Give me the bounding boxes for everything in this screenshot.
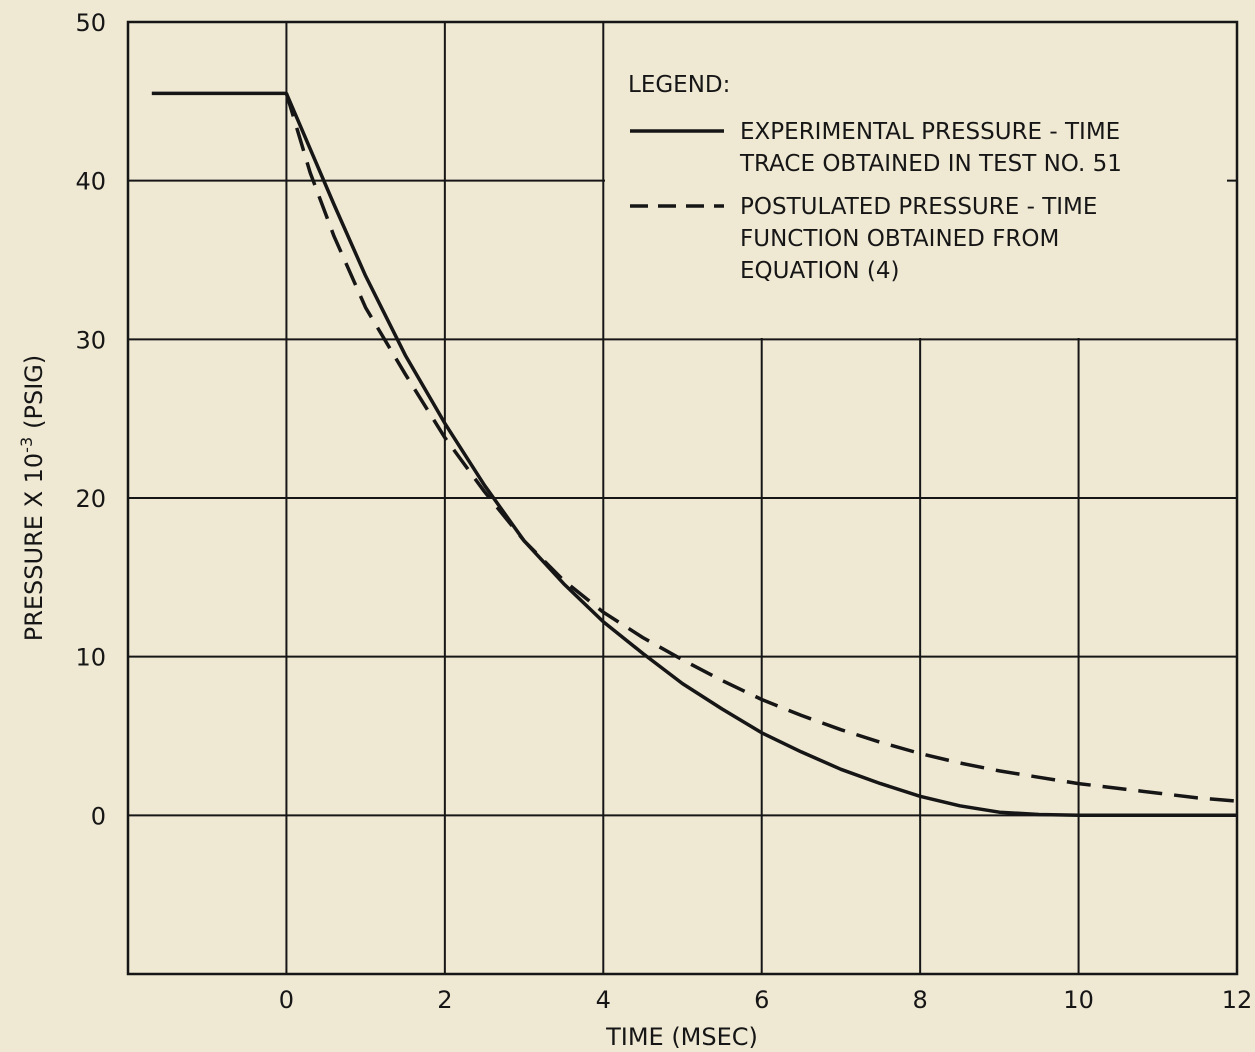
x-tick-label: 2 [437, 986, 452, 1014]
legend: LEGEND: EXPERIMENTAL PRESSURE - TIME TRA… [628, 72, 1122, 284]
tick-labels: 0 2 4 6 8 10 12 0 10 20 30 40 50 [75, 9, 1252, 1014]
legend-dashed-line-3: EQUATION (4) [740, 258, 899, 284]
y-tick-label: 50 [75, 9, 106, 37]
legend-dashed-line-2: FUNCTION OBTAINED FROM [740, 226, 1059, 252]
legend-background [605, 22, 1227, 338]
y-tick-label: 10 [75, 644, 106, 672]
x-tick-label: 12 [1222, 986, 1253, 1014]
x-tick-label: 6 [754, 986, 769, 1014]
y-tick-label: 0 [91, 802, 106, 830]
series-lines [151, 91, 1238, 818]
legend-heading: LEGEND: [628, 72, 730, 98]
legend-solid-line-2: TRACE OBTAINED IN TEST NO. 51 [739, 151, 1122, 177]
x-axis-title: TIME (MSEC) [605, 1023, 758, 1051]
x-tick-label: 10 [1063, 986, 1094, 1014]
y-axis-title-main: PRESSURE X 10 [20, 453, 48, 641]
plot-frame [126, 20, 1239, 976]
x-tick-label: 8 [913, 986, 928, 1014]
x-tick-label: 0 [279, 986, 294, 1014]
y-axis-title-exponent: -3 [17, 437, 36, 453]
y-axis-title-unit: (PSIG) [20, 355, 48, 429]
y-tick-label: 20 [75, 485, 106, 513]
y-tick-label: 30 [75, 326, 106, 354]
y-axis-title: PRESSURE X 10-3 (PSIG) [17, 355, 48, 642]
series-line-dashed [284, 92, 1238, 803]
legend-dashed-line-1: POSTULATED PRESSURE - TIME [740, 194, 1097, 220]
legend-solid-line-1: EXPERIMENTAL PRESSURE - TIME [740, 119, 1120, 145]
y-tick-label: 40 [75, 168, 106, 196]
x-tick-label: 4 [596, 986, 611, 1014]
series-line-solid [151, 91, 1237, 818]
